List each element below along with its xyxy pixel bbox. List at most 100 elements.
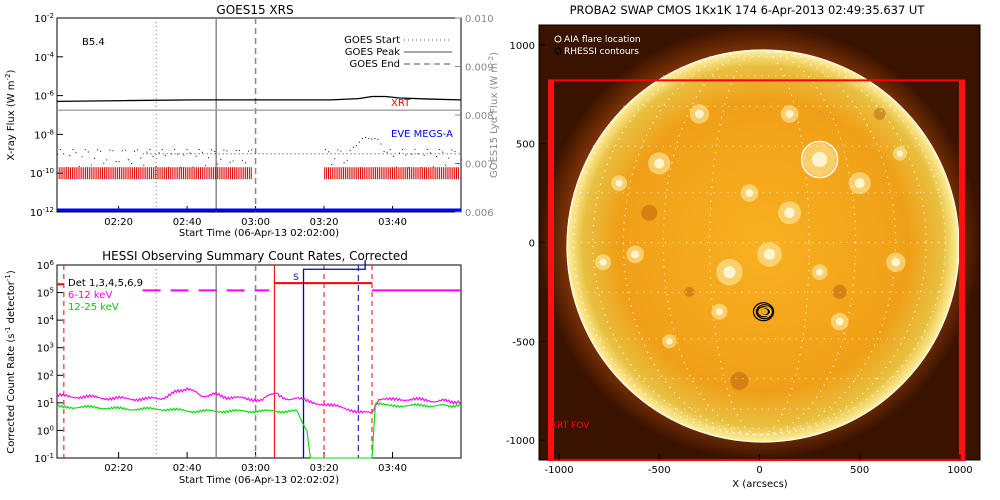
rhessi-contour-inner bbox=[760, 307, 772, 317]
goes-dot bbox=[112, 150, 114, 152]
goes-xrt-tick bbox=[81, 167, 83, 180]
goes-xrt-tick bbox=[175, 167, 177, 180]
goes-dot bbox=[445, 164, 447, 166]
goes-xrt-tick bbox=[333, 167, 335, 180]
goes-dot bbox=[134, 150, 136, 152]
goes-dot bbox=[137, 149, 139, 151]
goes-xrt-tick bbox=[152, 167, 154, 180]
goes-xrt-tick bbox=[448, 167, 450, 180]
goes-xrt-tick bbox=[442, 167, 444, 180]
swap-image-panel: PROBA2 SWAP CMOS 1Kx1K 174 6-Apr-2013 02… bbox=[506, 3, 981, 490]
goes-dot bbox=[84, 149, 86, 151]
goes-xrt-tick bbox=[358, 167, 360, 180]
goes-dot bbox=[448, 157, 450, 159]
goes-dot bbox=[57, 153, 58, 155]
goes-xrt-tick bbox=[211, 167, 213, 180]
goes-xrt-tick bbox=[100, 167, 102, 180]
goes-dot bbox=[161, 148, 163, 150]
goes-dot bbox=[220, 158, 222, 160]
goes-xrt-tick bbox=[243, 167, 245, 180]
goes-xrt-tick bbox=[350, 167, 352, 180]
swap-grid-longitude bbox=[573, 49, 946, 436]
swap-dark-lane bbox=[641, 204, 658, 221]
goes-xrt-tick bbox=[228, 167, 230, 180]
goes-xrt-tick bbox=[390, 167, 392, 180]
goes-xrt-tick bbox=[341, 167, 343, 180]
goes-xrt-tick bbox=[68, 167, 70, 180]
goes-dot bbox=[103, 162, 105, 164]
goes-legend-peak-label: GOES Peak bbox=[345, 47, 400, 58]
goes-xrt-tick bbox=[380, 167, 382, 180]
goes-dot bbox=[235, 150, 237, 152]
goes-ylabel-right: GOES15 Lyα Flux (W m-2) bbox=[487, 52, 500, 178]
goes-dot bbox=[189, 152, 191, 154]
goes-dot bbox=[78, 166, 80, 168]
goes-xrt-tick bbox=[207, 167, 209, 180]
goes-ytick-label: 10-10 bbox=[30, 167, 54, 180]
goes-xrt-tick bbox=[393, 167, 395, 180]
goes-xrt-tick bbox=[354, 167, 356, 180]
hessi-12-25-series bbox=[56, 401, 462, 459]
goes-xrt-tick bbox=[213, 167, 215, 180]
goes-xrt-tick bbox=[130, 167, 132, 180]
goes-xrt-tick bbox=[431, 167, 433, 180]
goes-xrt-tick bbox=[403, 167, 405, 180]
hessi-ytick-label: 104 bbox=[37, 314, 55, 327]
goes-xrt-tick bbox=[410, 167, 412, 180]
goes-xrt-tick bbox=[203, 167, 205, 180]
goes-xrt-tick bbox=[335, 167, 337, 180]
goes-xrt-tick bbox=[386, 167, 388, 180]
goes-dot bbox=[414, 148, 416, 150]
goes-xrt-tick bbox=[186, 167, 188, 180]
goes-dot bbox=[392, 155, 394, 157]
goes-xrt-tick bbox=[397, 167, 399, 180]
goes-xrt-tick bbox=[90, 167, 92, 180]
goes-xrt-tick bbox=[371, 167, 373, 180]
hessi-xtick-label: 03:20 bbox=[310, 463, 339, 474]
goes-xrt-tick bbox=[352, 167, 354, 180]
goes-xrt-tick bbox=[346, 167, 348, 180]
swap-bright-core bbox=[896, 150, 904, 157]
goes-ylabel-left: X-ray Flux (W m-2) bbox=[4, 69, 17, 160]
goes-xrt-tick bbox=[237, 167, 239, 180]
goes-xrt-tick bbox=[141, 167, 143, 180]
goes-xrt-tick bbox=[329, 167, 331, 180]
goes-xrt-tick bbox=[115, 167, 117, 180]
goes-dot bbox=[432, 166, 434, 168]
hessi-title: HESSI Observing Summary Count Rates, Cor… bbox=[102, 249, 408, 263]
goes-xrt-tick bbox=[94, 167, 96, 180]
swap-bright-core bbox=[599, 258, 607, 266]
goes-xrt-tick bbox=[147, 167, 149, 180]
goes-xrt-tick bbox=[437, 167, 439, 180]
goes-xrt-tick bbox=[241, 167, 243, 180]
swap-dark-lane bbox=[873, 107, 886, 120]
goes-xrt-tick bbox=[235, 167, 237, 180]
goes-xrt-tick bbox=[111, 167, 113, 180]
swap-bright-core bbox=[891, 257, 901, 267]
swap-bright-regions bbox=[595, 104, 907, 390]
goes-xrt-tick bbox=[122, 167, 124, 180]
goes-dot bbox=[155, 166, 157, 168]
swap-grid-longitude bbox=[662, 49, 857, 436]
goes-xrt-tick bbox=[179, 167, 181, 180]
goes-xrt-tick bbox=[88, 167, 90, 180]
swap-image bbox=[539, 25, 980, 460]
goes-dot bbox=[405, 154, 407, 156]
swap-bright-core bbox=[812, 151, 828, 168]
goes-dot bbox=[417, 153, 419, 155]
swap-grid-longitude bbox=[709, 49, 810, 436]
goes-xrt-tick bbox=[79, 167, 81, 180]
swap-ytick-label: 500 bbox=[516, 140, 535, 151]
hessi-ytick-label: 102 bbox=[37, 369, 54, 382]
goes-dot bbox=[229, 161, 231, 163]
goes-xtick-label: 02:40 bbox=[173, 217, 202, 228]
goes-dot bbox=[232, 160, 234, 162]
hessi-series bbox=[56, 260, 462, 459]
goes-xrt-tick bbox=[327, 167, 329, 180]
goes-xrt-tick bbox=[162, 167, 164, 180]
goes-xtick-label: 03:20 bbox=[310, 217, 339, 228]
goes-dot bbox=[248, 150, 250, 152]
goes-dot bbox=[238, 149, 240, 151]
goes-dot bbox=[386, 151, 388, 153]
goes-dot bbox=[93, 157, 95, 159]
